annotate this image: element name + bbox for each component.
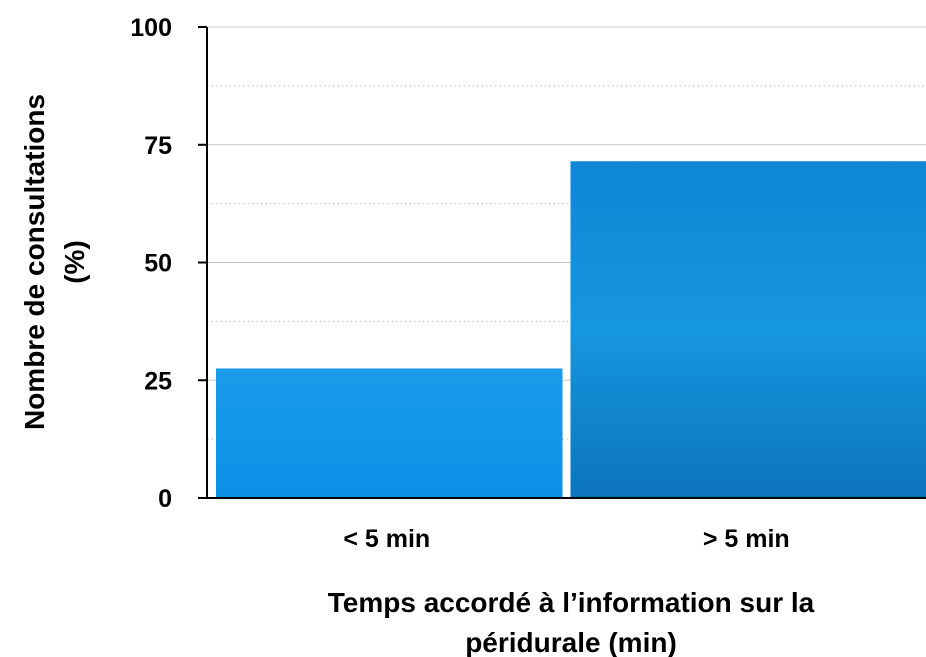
y-tick-label: 100 <box>130 14 172 42</box>
y-axis-title: Nombre de consultations <box>19 94 50 430</box>
y-tick-label: 25 <box>144 367 172 395</box>
x-axis-title: péridurale (min) <box>465 627 677 657</box>
axes <box>198 26 926 499</box>
x-tick-label: < 5 min <box>343 525 430 553</box>
y-tick-label: 75 <box>144 132 172 160</box>
labels: 0 25 50 75 100 < 5 min > 5 min Temps accordé à … <box>19 14 815 657</box>
bars <box>216 161 926 499</box>
x-tick-label: > 5 min <box>703 525 790 553</box>
y-axis-title: (%) <box>59 240 90 284</box>
x-axis-title: Temps accordé à l’information sur la <box>328 587 815 618</box>
y-tick-label: 50 <box>144 250 172 278</box>
bar-1 <box>216 368 563 498</box>
y-tick-label: 0 <box>158 485 172 513</box>
bar-2 <box>570 161 926 499</box>
